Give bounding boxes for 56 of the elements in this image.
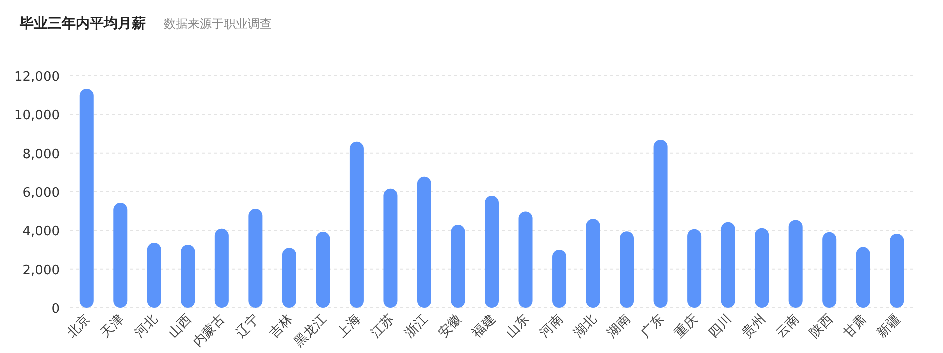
x-tick-label: 湖北 xyxy=(571,312,600,342)
x-tick-label: 甘肃 xyxy=(841,312,870,342)
bar xyxy=(755,228,770,308)
bar xyxy=(721,222,736,308)
x-tick-label: 辽宁 xyxy=(232,312,263,342)
y-tick-label: 4,000 xyxy=(22,224,60,240)
bar xyxy=(147,243,162,308)
x-tick-label: 山东 xyxy=(504,312,533,342)
x-tick-label: 上海 xyxy=(334,312,364,342)
x-tick-label: 北京 xyxy=(64,312,94,342)
x-tick-label: 浙江 xyxy=(402,312,432,342)
bar xyxy=(890,234,904,308)
bar xyxy=(417,176,432,308)
bar xyxy=(384,188,398,308)
bar xyxy=(350,142,364,308)
x-tick-label: 黑龙江 xyxy=(292,312,330,350)
x-tick-label: 河南 xyxy=(537,312,566,342)
x-tick-label: 新疆 xyxy=(874,312,904,342)
y-tick-label: 10,000 xyxy=(14,108,60,124)
bar xyxy=(485,196,499,308)
bar xyxy=(788,220,803,308)
bar xyxy=(214,228,229,308)
bar xyxy=(282,248,296,308)
bar xyxy=(856,247,870,308)
x-tick-label: 湖南 xyxy=(604,312,634,342)
x-tick-label: 云南 xyxy=(774,312,803,342)
bar xyxy=(822,232,837,308)
x-tick-label: 重庆 xyxy=(672,312,702,342)
bar xyxy=(620,232,634,308)
y-tick-label: 8,000 xyxy=(22,147,60,162)
bar xyxy=(248,209,263,308)
y-tick-label: 2,000 xyxy=(22,263,60,278)
x-tick-label: 河北 xyxy=(132,312,162,342)
x-tick-label: 福建 xyxy=(470,312,499,342)
x-tick-label: 贵州 xyxy=(740,312,769,342)
bar xyxy=(688,229,702,308)
y-tick-label: 6,000 xyxy=(22,186,60,201)
chart-subtitle: 数据来源于职业调查 xyxy=(164,17,272,31)
x-tick-label: 天津 xyxy=(98,312,128,342)
x-tick-label: 广东 xyxy=(638,312,668,342)
chart-title: 毕业三年内平均月薪 xyxy=(19,16,146,32)
x-tick-label: 陕西 xyxy=(807,312,836,342)
bar xyxy=(316,232,330,308)
bar xyxy=(181,244,196,308)
bar xyxy=(114,203,128,308)
x-tick-label: 江苏 xyxy=(368,312,398,342)
bar xyxy=(518,212,533,308)
bar xyxy=(654,140,668,308)
x-tick-label: 四川 xyxy=(706,312,736,342)
bar xyxy=(586,219,600,308)
bar xyxy=(451,225,466,308)
x-tick-label: 安徽 xyxy=(435,312,466,342)
bar xyxy=(80,88,94,308)
y-tick-label: 0 xyxy=(52,302,60,317)
bar xyxy=(552,250,567,308)
y-tick-label: 12,000 xyxy=(14,70,60,85)
